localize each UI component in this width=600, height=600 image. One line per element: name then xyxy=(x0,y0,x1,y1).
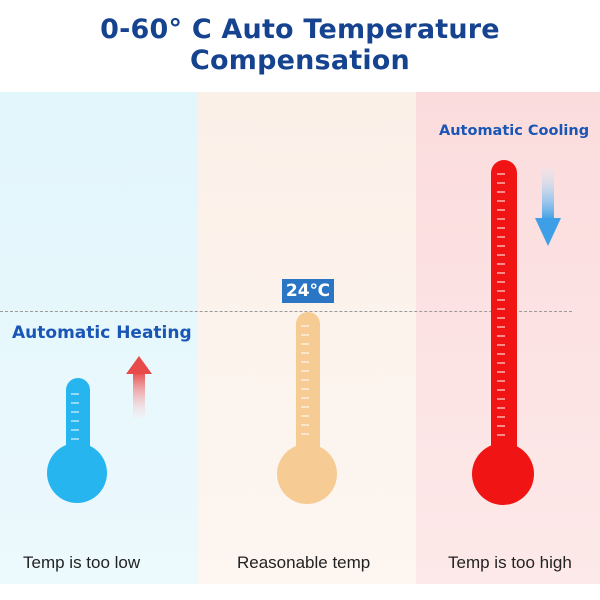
thermometer-reasonable-icon xyxy=(277,312,337,504)
panel-too-low xyxy=(0,92,198,584)
arrow-up-icon xyxy=(126,356,152,418)
automatic-cooling-label: Automatic Cooling xyxy=(439,123,590,139)
automatic-heating-label: Automatic Heating xyxy=(12,323,192,343)
reference-dashed-line xyxy=(0,311,572,312)
arrow-down-icon xyxy=(535,168,561,246)
caption-reasonable: Reasonable temp xyxy=(237,553,371,572)
thermometer-hot-icon xyxy=(472,160,534,505)
page-title: 0-60° C Auto Temperature Compensation xyxy=(100,14,500,76)
thermometer-cold-icon xyxy=(47,378,107,503)
caption-too-high: Temp is too high xyxy=(448,553,572,572)
caption-too-low: Temp is too low xyxy=(23,553,141,572)
temperature-badge: 24℃ xyxy=(282,279,334,303)
